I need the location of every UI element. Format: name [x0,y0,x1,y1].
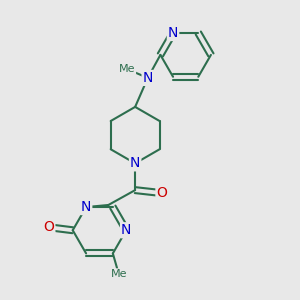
Text: N: N [121,223,131,237]
Text: N: N [130,156,140,170]
Text: O: O [157,186,167,200]
Text: N: N [168,26,178,40]
Text: N: N [81,200,91,214]
Text: Me: Me [119,64,135,74]
Text: N: N [142,71,153,85]
Text: O: O [44,220,54,234]
Text: Me: Me [110,269,127,279]
